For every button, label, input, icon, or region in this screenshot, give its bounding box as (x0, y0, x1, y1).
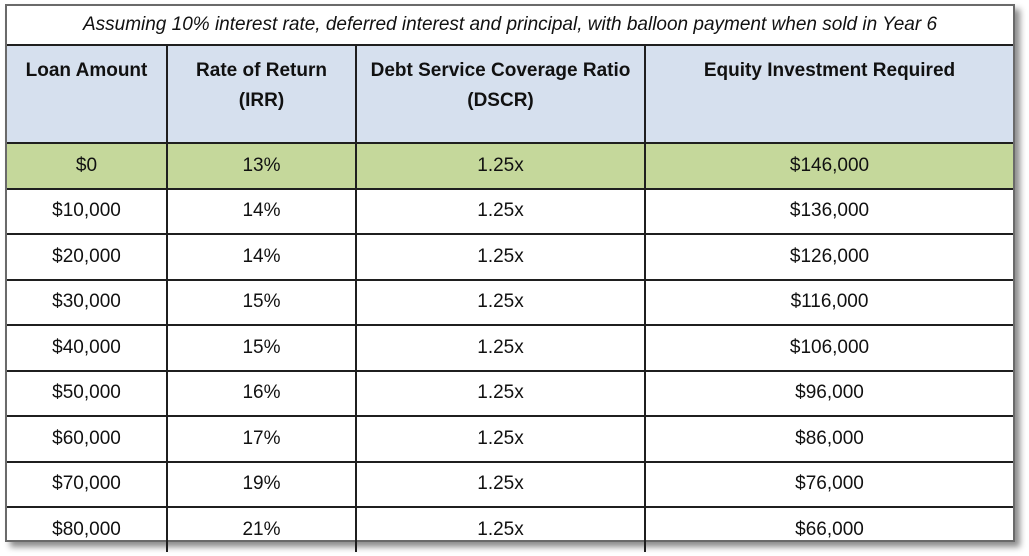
cell-equity: $106,000 (644, 324, 1013, 372)
cell-dscr: 1.25x (355, 233, 646, 281)
cell-irr: 13% (166, 142, 357, 190)
loan-scenario-table: Assuming 10% interest rate, deferred int… (7, 6, 1013, 552)
header-rate-of-return-line1: Rate of Return (196, 60, 327, 81)
cell-loan-amount: $60,000 (7, 415, 168, 463)
table-caption-row: Assuming 10% interest rate, deferred int… (7, 6, 1013, 46)
cell-equity: $116,000 (644, 278, 1013, 326)
table-row: $20,000 14% 1.25x $126,000 (7, 233, 1013, 281)
header-loan-amount: Loan Amount (7, 44, 168, 144)
cell-loan-amount: $50,000 (7, 369, 168, 417)
cell-irr: 21% (166, 506, 357, 552)
header-rate-of-return-line2: (IRR) (238, 90, 285, 111)
cell-dscr: 1.25x (355, 278, 646, 326)
cell-dscr: 1.25x (355, 187, 646, 235)
header-equity-investment: Equity Investment Required (644, 44, 1013, 144)
cell-loan-amount: $80,000 (7, 506, 168, 552)
header-rate-of-return: Rate of Return (IRR) (166, 44, 357, 144)
cell-dscr: 1.25x (355, 415, 646, 463)
table-row: $70,000 19% 1.25x $76,000 (7, 460, 1013, 508)
cell-dscr: 1.25x (355, 460, 646, 508)
cell-loan-amount: $20,000 (7, 233, 168, 281)
cell-equity: $86,000 (644, 415, 1013, 463)
loan-scenario-table-frame: Assuming 10% interest rate, deferred int… (5, 4, 1015, 552)
cell-irr: 15% (166, 324, 357, 372)
header-dscr: Debt Service Coverage Ratio (DSCR) (355, 44, 646, 144)
cell-loan-amount: $10,000 (7, 187, 168, 235)
table-row: $60,000 17% 1.25x $86,000 (7, 415, 1013, 463)
table-caption: Assuming 10% interest rate, deferred int… (7, 6, 1013, 46)
header-dscr-line2: (DSCR) (467, 90, 534, 111)
cell-irr: 17% (166, 415, 357, 463)
table-row: $30,000 15% 1.25x $116,000 (7, 278, 1013, 326)
table-row: $50,000 16% 1.25x $96,000 (7, 369, 1013, 417)
cell-loan-amount: $0 (7, 142, 168, 190)
table-row: $40,000 15% 1.25x $106,000 (7, 324, 1013, 372)
header-dscr-line1: Debt Service Coverage Ratio (370, 60, 631, 81)
cell-irr: 19% (166, 460, 357, 508)
cell-irr: 16% (166, 369, 357, 417)
table-row: $10,000 14% 1.25x $136,000 (7, 187, 1013, 235)
cell-dscr: 1.25x (355, 369, 646, 417)
cell-equity: $76,000 (644, 460, 1013, 508)
cell-loan-amount: $40,000 (7, 324, 168, 372)
cell-irr: 14% (166, 233, 357, 281)
cell-loan-amount: $30,000 (7, 278, 168, 326)
table-header-row: Loan Amount Rate of Return (IRR) Debt Se… (7, 44, 1013, 144)
cell-equity: $66,000 (644, 506, 1013, 552)
header-loan-amount-line1: Loan Amount (25, 60, 148, 81)
cell-dscr: 1.25x (355, 506, 646, 552)
cell-equity: $96,000 (644, 369, 1013, 417)
cell-dscr: 1.25x (355, 142, 646, 190)
cell-equity: $136,000 (644, 187, 1013, 235)
cell-equity: $126,000 (644, 233, 1013, 281)
cell-equity: $146,000 (644, 142, 1013, 190)
table-row: $80,000 21% 1.25x $66,000 (7, 506, 1013, 552)
cell-irr: 14% (166, 187, 357, 235)
table-row: $0 13% 1.25x $146,000 (7, 142, 1013, 190)
header-equity-investment-line1: Equity Investment Required (703, 60, 956, 81)
cell-loan-amount: $70,000 (7, 460, 168, 508)
cell-dscr: 1.25x (355, 324, 646, 372)
cell-irr: 15% (166, 278, 357, 326)
